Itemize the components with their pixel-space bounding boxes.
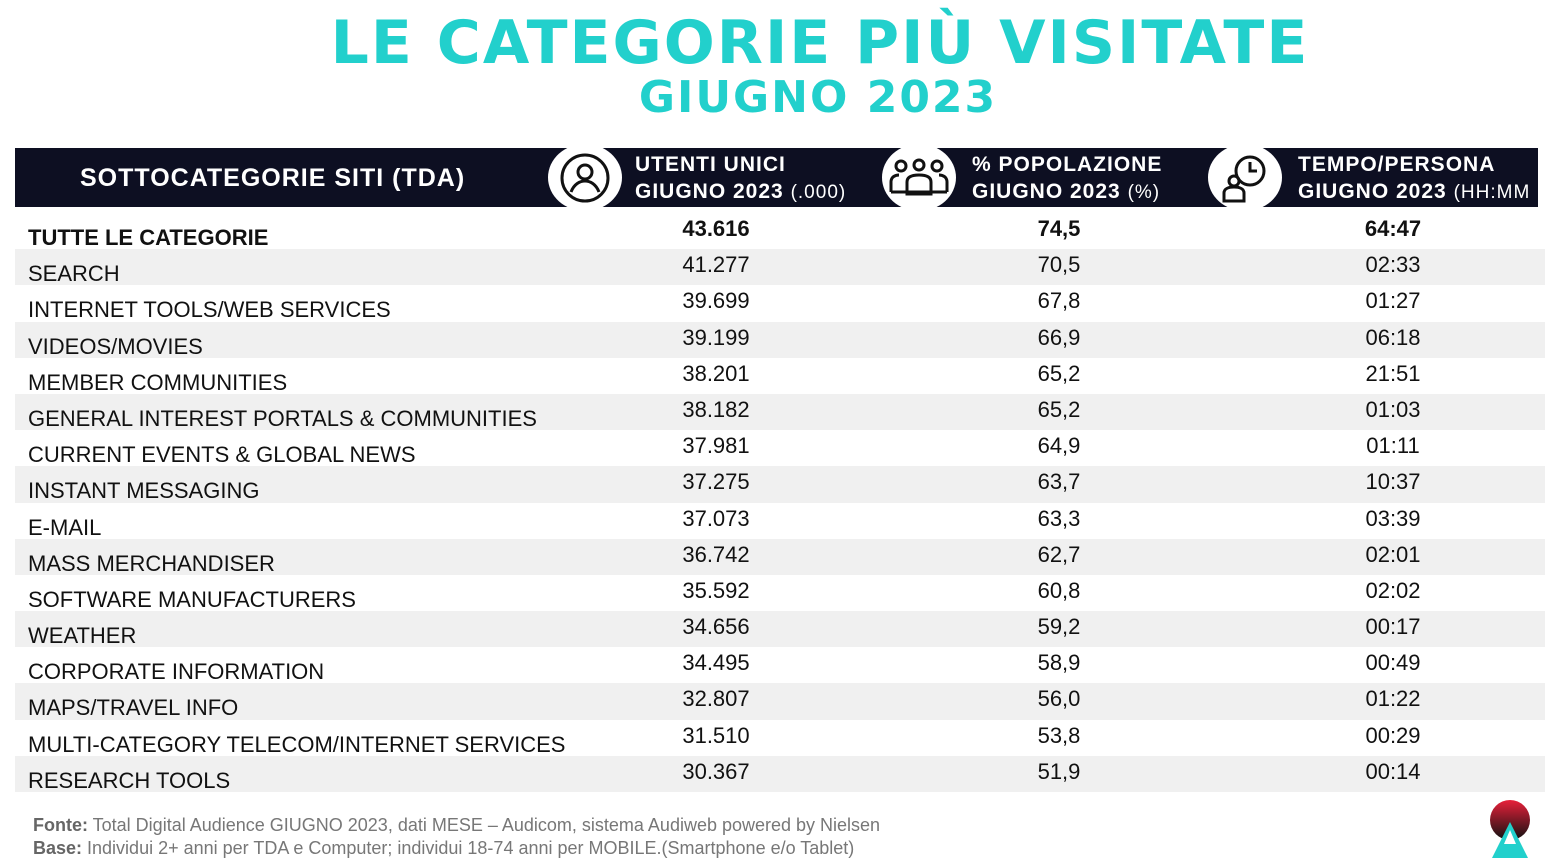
row-category: RESEARCH TOOLS (28, 767, 231, 793)
row-population-pct: 53,8 (1037, 722, 1081, 748)
row-category: CURRENT EVENTS & GLOBAL NEWS (28, 442, 416, 468)
row-time-per-person: 01:03 (1365, 396, 1421, 422)
table-row: SOFTWARE MANUFACTURERS 35.592 60,8 02:02 (15, 575, 1545, 612)
row-time-per-person: 02:02 (1365, 577, 1421, 603)
logo-icon (1488, 800, 1536, 860)
row-population-pct: 65,2 (1037, 360, 1081, 386)
table-row: TUTTE LE CATEGORIE 43.616 74,5 64:47 (15, 213, 1545, 250)
row-time-per-person: 02:33 (1365, 252, 1421, 278)
footer-source: Fonte: Total Digital Audience GIUGNO 202… (33, 815, 881, 835)
table-row: INTERNET TOOLS/WEB SERVICES 39.699 67,8 01:… (15, 285, 1545, 323)
row-population-pct: 64,9 (1037, 433, 1081, 459)
row-time-per-person: 10:37 (1365, 469, 1421, 495)
row-time-per-person: 01:11 (1366, 433, 1420, 459)
row-population-pct: 63,3 (1037, 505, 1081, 531)
row-population-pct: 65,2 (1037, 396, 1081, 422)
header-population: % POPOLAZIONE GIUGNO 2023 (%) (972, 153, 1163, 203)
row-time-per-person: 64:47 (1364, 216, 1422, 241)
row-time-per-person: 01:22 (1365, 686, 1421, 712)
row-unique-users: 36.742 (682, 541, 750, 567)
row-unique-users: 41.277 (682, 252, 750, 278)
row-time-per-person: 21:51 (1365, 360, 1421, 386)
row-population-pct: 67,8 (1037, 288, 1081, 314)
table-row: MASS MERCHANDISER 36.742 62,7 02:01 (15, 538, 1545, 576)
row-unique-users: 37.073 (682, 505, 750, 531)
row-time-per-person: 00:17 (1365, 614, 1421, 640)
row-unique-users: 31.510 (682, 722, 750, 748)
table-row: RESEARCH TOOLS 30.367 51,9 00:14 (15, 755, 1545, 793)
row-unique-users: 38.182 (682, 396, 750, 422)
table-row: WEATHER 34.656 59,2 00:17 (15, 611, 1545, 649)
row-unique-users: 34.495 (682, 650, 750, 676)
table-row: VIDEOS/MOVIES 39.199 66,9 06:18 (15, 321, 1545, 359)
row-time-per-person: 02:01 (1365, 541, 1421, 567)
table-body: TUTTE LE CATEGORIE 43.616 74,5 64:47 SEARCH 4… (15, 213, 1545, 793)
row-time-per-person: 00:29 (1365, 722, 1421, 748)
table-row: CURRENT EVENTS & GLOBAL NEWS 37.981 64,9 01… (15, 430, 1545, 468)
table-row: MAPS/TRAVEL INFO 32.807 56,0 01:22 (15, 683, 1545, 721)
table-row: INSTANT MESSAGING 37.275 63,7 10:37 (15, 466, 1545, 504)
row-unique-users: 30.367 (682, 758, 750, 784)
row-population-pct: 70,5 (1037, 252, 1081, 278)
row-population-pct: 74,5 (1037, 216, 1081, 241)
row-time-per-person: 00:14 (1365, 758, 1421, 784)
person-clock-icon (1208, 144, 1282, 211)
row-category: MAPS/TRAVEL INFO (28, 695, 239, 721)
table-row: GENERAL INTEREST PORTALS & COMMUNITIES 38… (15, 393, 1545, 431)
row-population-pct: 62,7 (1037, 541, 1081, 567)
row-category: INSTANT MESSAGING (28, 478, 260, 504)
row-time-per-person: 03:39 (1365, 505, 1421, 531)
table-row: CORPORATE INFORMATION 34.495 58,9 00:49 (15, 647, 1545, 685)
page-title: LE CATEGORIE PIÙ VISITATE (330, 8, 1310, 78)
header-subcategories: SOTTOCATEGORIE SITI (TDA) (80, 164, 466, 192)
row-category: SOFTWARE MANUFACTURERS (28, 586, 356, 612)
row-category: E-MAIL (28, 514, 102, 540)
row-population-pct: 51,9 (1037, 758, 1081, 784)
row-population-pct: 66,9 (1037, 324, 1081, 350)
header-time-per-person: TEMPO/PERSONA GIUGNO 2023 (HH:MM (1298, 153, 1531, 203)
row-category: MULTI-CATEGORY TELECOM/INTERNET SERVICES (28, 731, 566, 757)
row-population-pct: 58,9 (1037, 650, 1081, 676)
row-category: MASS MERCHANDISER (28, 550, 275, 576)
row-unique-users: 34.656 (682, 614, 750, 640)
row-population-pct: 63,7 (1037, 469, 1081, 495)
row-category: SEARCH (28, 261, 120, 287)
row-time-per-person: 01:27 (1365, 288, 1421, 314)
row-category: VIDEOS/MOVIES (28, 333, 203, 359)
row-unique-users: 43.616 (682, 216, 750, 241)
row-unique-users: 37.275 (682, 469, 750, 495)
row-unique-users: 35.592 (682, 577, 750, 603)
table-header: SOTTOCATEGORIE SITI (TDA) UTENTI UNICI G… (15, 144, 1538, 211)
row-category: WEATHER (28, 623, 137, 649)
row-population-pct: 56,0 (1037, 686, 1081, 712)
row-unique-users: 37.981 (682, 433, 750, 459)
row-category: CORPORATE INFORMATION (28, 659, 325, 685)
table-row: E-MAIL 37.073 63,3 03:39 (15, 503, 1545, 540)
row-category: GENERAL INTEREST PORTALS & COMMUNITIES (28, 405, 537, 431)
row-category: MEMBER COMMUNITIES (28, 369, 288, 395)
row-unique-users: 39.199 (682, 324, 750, 350)
table-row: MULTI-CATEGORY TELECOM/INTERNET SERVICES… (15, 720, 1545, 757)
row-category: TUTTE LE CATEGORIE (28, 225, 269, 250)
user-icon (548, 144, 622, 211)
footer-base: Base: Individui 2+ anni per TDA e Comput… (33, 838, 855, 858)
row-category: INTERNET TOOLS/WEB SERVICES (28, 297, 391, 323)
row-unique-users: 38.201 (682, 360, 750, 386)
page-subtitle: GIUGNO 2023 (638, 72, 998, 123)
table-row: SEARCH 41.277 70,5 02:33 (15, 249, 1545, 287)
row-unique-users: 39.699 (682, 288, 750, 314)
header-unique-users: UTENTI UNICI GIUGNO 2023 (.000) (635, 153, 847, 203)
row-time-per-person: 00:49 (1365, 650, 1421, 676)
row-population-pct: 59,2 (1037, 614, 1081, 640)
table-row: MEMBER COMMUNITIES 38.201 65,2 21:51 (15, 358, 1545, 395)
group-icon (882, 144, 956, 211)
row-population-pct: 60,8 (1037, 577, 1081, 603)
row-unique-users: 32.807 (682, 686, 750, 712)
row-time-per-person: 06:18 (1365, 324, 1421, 350)
